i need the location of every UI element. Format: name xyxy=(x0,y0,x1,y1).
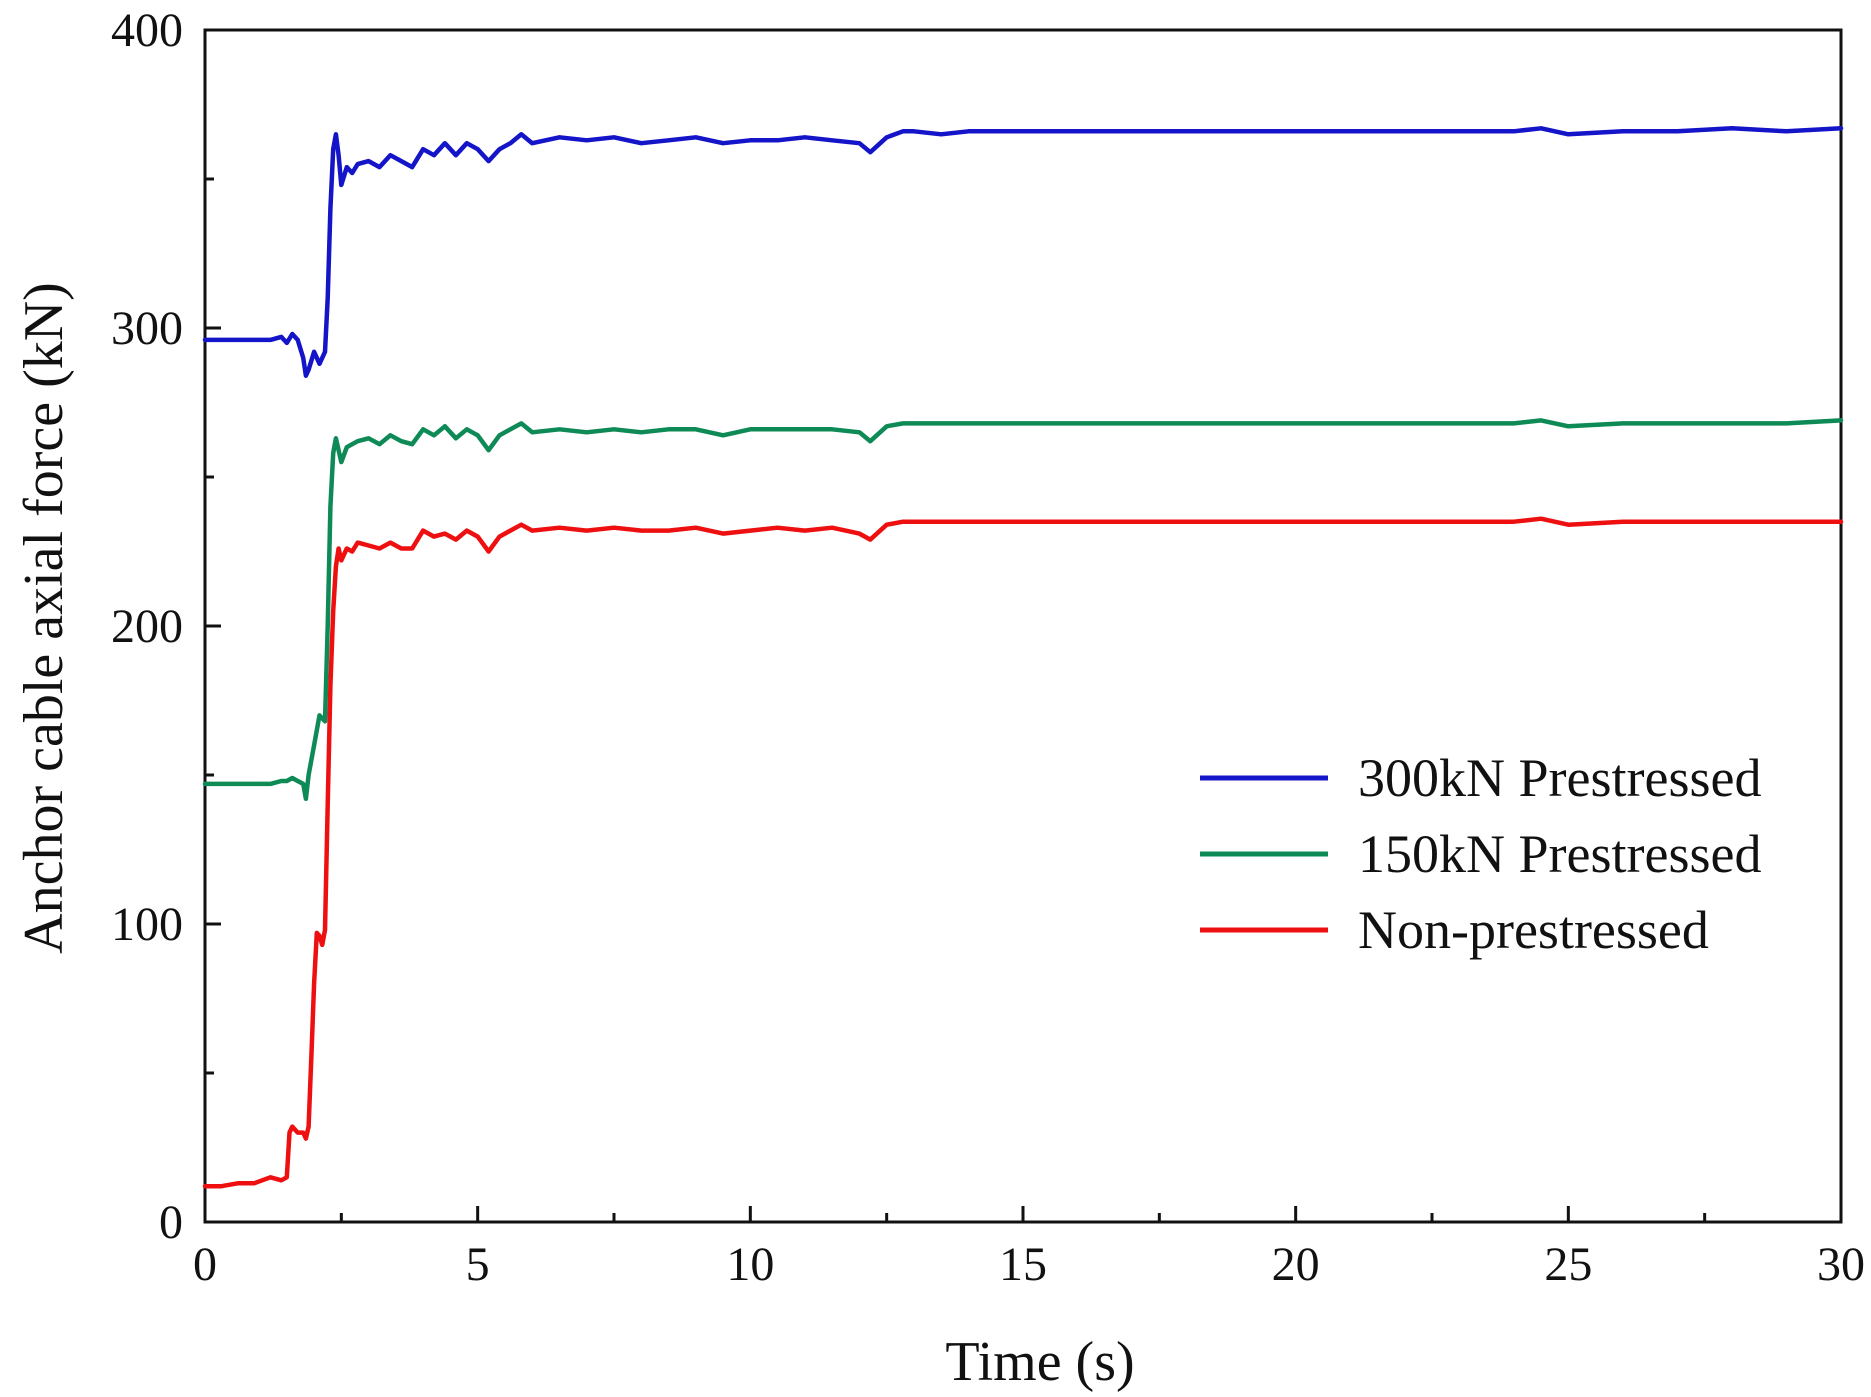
y-tick-label: 200 xyxy=(111,600,183,653)
y-tick-label: 100 xyxy=(111,898,183,951)
x-tick-label: 5 xyxy=(466,1238,490,1291)
y-axis: 0 100 200 300 400 xyxy=(111,4,221,1249)
x-tick-label: 30 xyxy=(1817,1238,1865,1291)
x-axis-title: Time (s) xyxy=(945,1331,1134,1393)
y-tick-label: 400 xyxy=(111,4,183,57)
series-line-3 xyxy=(202,516,1844,1189)
legend: 300kN Prestressed 150kN Prestressed Non-pr… xyxy=(1200,748,1761,960)
legend-label: 300kN Prestressed xyxy=(1358,748,1761,808)
plot-frame xyxy=(203,28,1843,1224)
y-axis-title: Anchor cable axial force (kN) xyxy=(13,282,75,954)
y-tick-label: 300 xyxy=(111,302,183,355)
x-tick-label: 20 xyxy=(1272,1238,1320,1291)
y-tick-label: 0 xyxy=(159,1196,183,1249)
series-layer xyxy=(202,126,1844,1189)
series-line-2 xyxy=(202,418,1844,802)
x-tick-label: 25 xyxy=(1544,1238,1592,1291)
x-tick-label: 10 xyxy=(726,1238,774,1291)
series-line-1 xyxy=(202,126,1844,378)
legend-label: 150kN Prestressed xyxy=(1358,824,1761,884)
x-tick-label: 15 xyxy=(999,1238,1047,1291)
x-tick-label: 0 xyxy=(193,1238,217,1291)
plot-area xyxy=(203,28,1843,1224)
x-axis: 0 5 10 15 20 25 30 xyxy=(193,1206,1865,1291)
legend-label: Non-prestressed xyxy=(1358,900,1709,960)
